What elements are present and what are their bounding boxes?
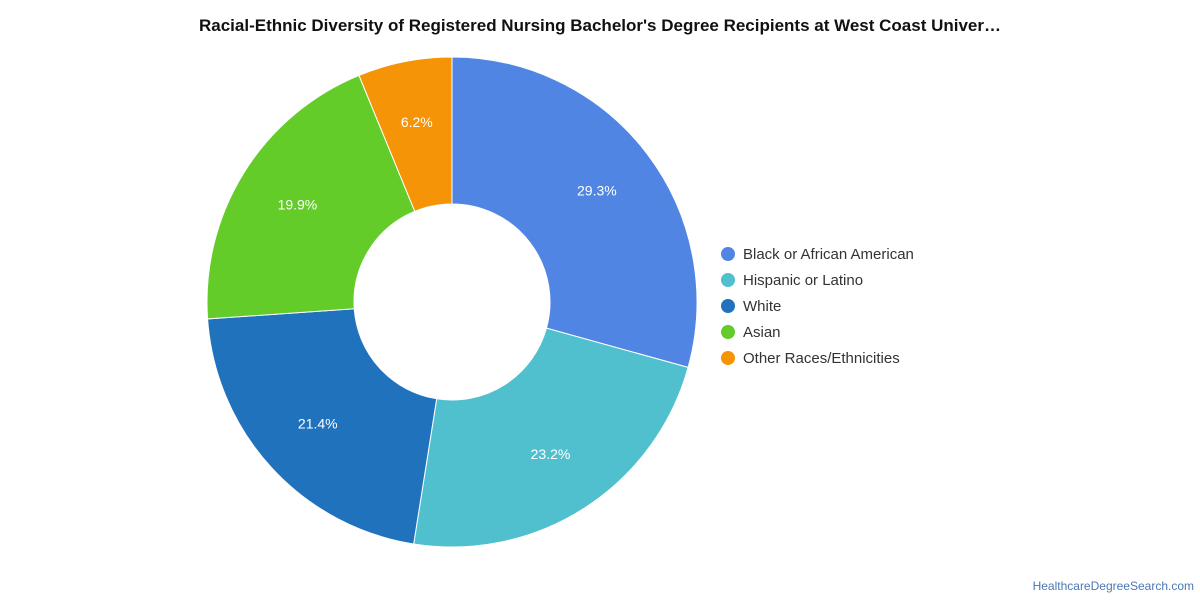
legend-swatch — [721, 351, 735, 365]
slice-value-label: 19.9% — [278, 197, 318, 213]
legend-swatch — [721, 247, 735, 261]
donut-slice[interactable] — [207, 308, 438, 545]
legend-label: Black or African American — [743, 245, 914, 263]
donut-slice-labels: 29.3% 23.2% 21.4% 19.9% 6.2% — [278, 114, 617, 462]
donut-slice[interactable] — [413, 327, 689, 548]
donut-slice[interactable] — [206, 74, 416, 320]
legend-item[interactable]: White — [721, 293, 914, 319]
slice-value-label: 23.2% — [531, 446, 571, 462]
legend-label: Other Races/Ethnicities — [743, 349, 900, 367]
legend-label: White — [743, 297, 782, 315]
source-watermark[interactable]: HealthcareDegreeSearch.com — [1032, 579, 1194, 593]
legend-label: Hispanic or Latino — [743, 271, 864, 289]
legend-swatch — [721, 325, 735, 339]
donut-slice[interactable] — [451, 56, 698, 369]
slice-value-label: 29.3% — [577, 183, 617, 199]
slice-value-label: 6.2% — [401, 114, 433, 130]
legend-item[interactable]: Black or African American — [721, 241, 914, 267]
chart-title: Racial-Ethnic Diversity of Registered Nu… — [198, 16, 1002, 35]
donut-slices — [206, 56, 698, 548]
legend-label: Asian — [743, 323, 781, 341]
legend-item[interactable]: Other Races/Ethnicities — [721, 345, 914, 371]
slice-value-label: 21.4% — [298, 416, 338, 432]
legend-item[interactable]: Asian — [721, 319, 914, 345]
legend: Black or African American Hispanic or Lat… — [721, 241, 914, 371]
legend-item[interactable]: Hispanic or Latino — [721, 267, 914, 293]
legend-swatch — [721, 273, 735, 287]
donut-slice[interactable] — [358, 56, 453, 212]
legend-swatch — [721, 299, 735, 313]
